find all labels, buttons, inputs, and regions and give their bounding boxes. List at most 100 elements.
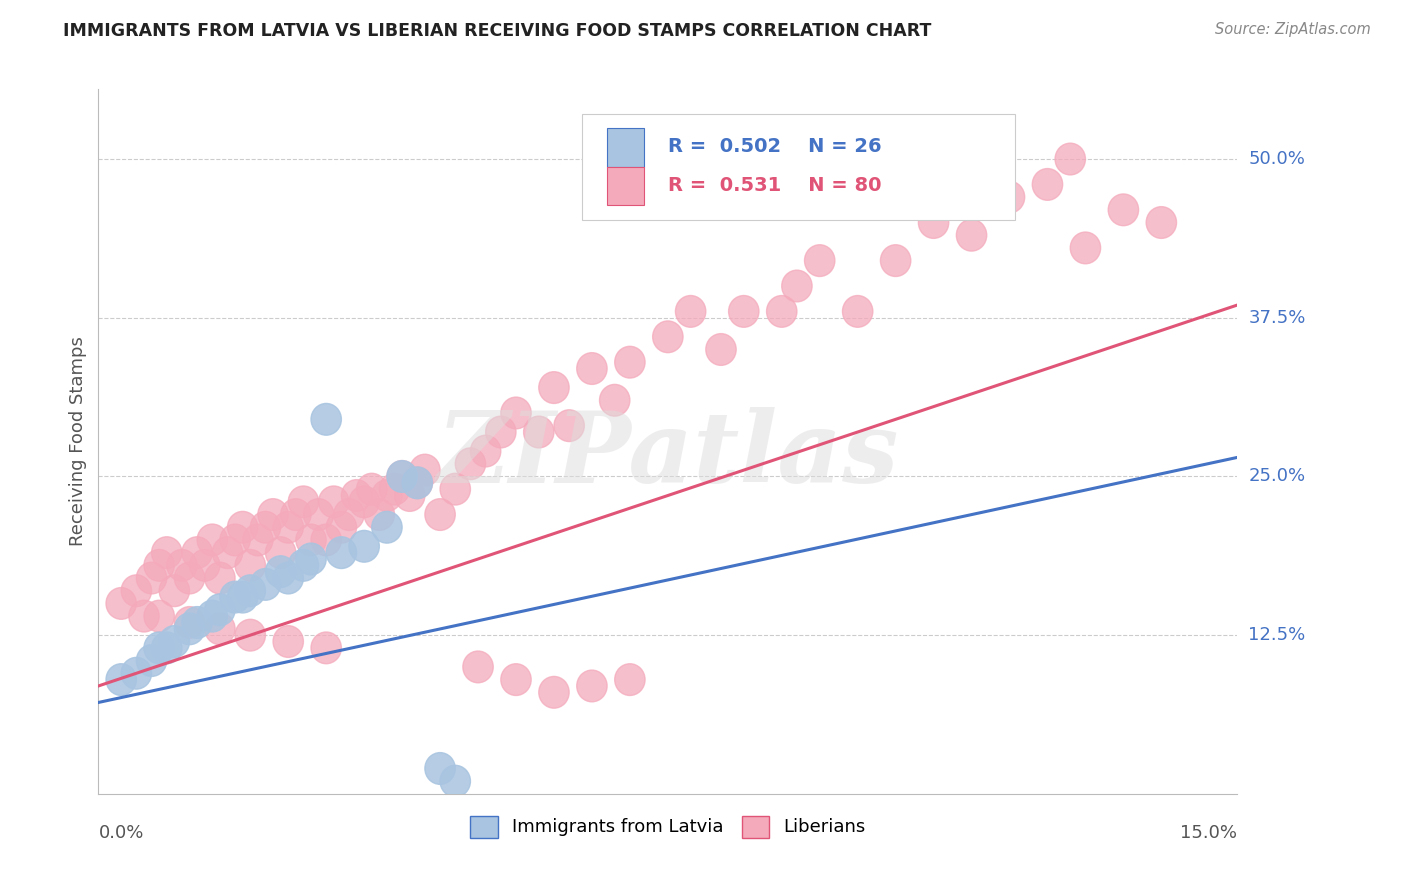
Ellipse shape	[257, 499, 288, 531]
Ellipse shape	[402, 467, 433, 499]
Ellipse shape	[205, 562, 235, 594]
Ellipse shape	[728, 295, 759, 327]
Ellipse shape	[319, 486, 349, 517]
Ellipse shape	[273, 511, 304, 543]
Ellipse shape	[440, 474, 471, 505]
Ellipse shape	[1054, 143, 1085, 175]
Ellipse shape	[181, 537, 212, 568]
Text: ZIPatlas: ZIPatlas	[437, 408, 898, 504]
FancyBboxPatch shape	[607, 128, 644, 167]
Ellipse shape	[235, 574, 266, 607]
Ellipse shape	[652, 321, 683, 352]
Ellipse shape	[956, 219, 987, 251]
Ellipse shape	[266, 556, 295, 588]
Ellipse shape	[357, 474, 387, 505]
Ellipse shape	[273, 625, 304, 657]
Ellipse shape	[121, 657, 152, 690]
Ellipse shape	[311, 524, 342, 556]
Ellipse shape	[174, 613, 205, 645]
Ellipse shape	[1032, 169, 1063, 201]
Ellipse shape	[880, 244, 911, 277]
Ellipse shape	[523, 417, 554, 448]
Ellipse shape	[288, 549, 319, 582]
Ellipse shape	[409, 454, 440, 486]
Text: 0.0%: 0.0%	[98, 824, 143, 842]
Ellipse shape	[181, 607, 212, 639]
Text: 25.0%: 25.0%	[1249, 467, 1306, 485]
Ellipse shape	[456, 448, 485, 480]
Ellipse shape	[129, 600, 159, 632]
Ellipse shape	[250, 511, 281, 543]
Ellipse shape	[159, 574, 190, 607]
Ellipse shape	[205, 594, 235, 625]
Ellipse shape	[174, 562, 205, 594]
Ellipse shape	[174, 607, 205, 639]
Ellipse shape	[804, 244, 835, 277]
Ellipse shape	[614, 346, 645, 378]
Ellipse shape	[228, 582, 257, 613]
Ellipse shape	[463, 651, 494, 682]
Text: 37.5%: 37.5%	[1249, 309, 1306, 326]
Legend: Immigrants from Latvia, Liberians: Immigrants from Latvia, Liberians	[463, 808, 873, 845]
Ellipse shape	[243, 524, 273, 556]
Ellipse shape	[326, 511, 357, 543]
Ellipse shape	[576, 352, 607, 384]
Ellipse shape	[152, 537, 181, 568]
Ellipse shape	[994, 181, 1025, 213]
Ellipse shape	[190, 549, 219, 582]
Ellipse shape	[371, 480, 402, 511]
Text: R =  0.502    N = 26: R = 0.502 N = 26	[668, 137, 882, 156]
Ellipse shape	[402, 467, 433, 499]
Ellipse shape	[235, 619, 266, 651]
Ellipse shape	[395, 480, 425, 511]
Ellipse shape	[425, 499, 456, 531]
Ellipse shape	[380, 474, 409, 505]
Ellipse shape	[485, 417, 516, 448]
Ellipse shape	[250, 568, 281, 600]
Ellipse shape	[212, 537, 243, 568]
Ellipse shape	[295, 524, 326, 556]
FancyBboxPatch shape	[607, 167, 644, 205]
Ellipse shape	[143, 600, 174, 632]
Ellipse shape	[121, 574, 152, 607]
Text: IMMIGRANTS FROM LATVIA VS LIBERIAN RECEIVING FOOD STAMPS CORRELATION CHART: IMMIGRANTS FROM LATVIA VS LIBERIAN RECEI…	[63, 22, 932, 40]
Ellipse shape	[311, 403, 342, 435]
Ellipse shape	[219, 582, 250, 613]
Ellipse shape	[273, 562, 304, 594]
Ellipse shape	[197, 600, 228, 632]
Ellipse shape	[349, 531, 380, 562]
Text: 12.5%: 12.5%	[1249, 626, 1306, 644]
Ellipse shape	[364, 499, 395, 531]
Ellipse shape	[197, 524, 228, 556]
Ellipse shape	[387, 460, 418, 492]
Ellipse shape	[387, 460, 418, 492]
Ellipse shape	[105, 664, 136, 696]
Text: 50.0%: 50.0%	[1249, 150, 1305, 168]
Ellipse shape	[326, 537, 357, 568]
Ellipse shape	[425, 753, 456, 784]
Text: R =  0.531    N = 80: R = 0.531 N = 80	[668, 177, 882, 195]
Ellipse shape	[295, 543, 326, 574]
Ellipse shape	[501, 664, 531, 696]
Ellipse shape	[1108, 194, 1139, 226]
Ellipse shape	[842, 295, 873, 327]
Ellipse shape	[675, 295, 706, 327]
Ellipse shape	[706, 334, 737, 366]
Ellipse shape	[471, 435, 501, 467]
Ellipse shape	[266, 537, 295, 568]
Ellipse shape	[136, 645, 167, 676]
Text: Source: ZipAtlas.com: Source: ZipAtlas.com	[1215, 22, 1371, 37]
Ellipse shape	[440, 765, 471, 797]
Ellipse shape	[371, 511, 402, 543]
Ellipse shape	[554, 409, 585, 442]
Ellipse shape	[235, 549, 266, 582]
Ellipse shape	[599, 384, 630, 417]
Ellipse shape	[281, 499, 311, 531]
Ellipse shape	[349, 486, 380, 517]
Ellipse shape	[782, 270, 813, 301]
Ellipse shape	[501, 397, 531, 429]
Ellipse shape	[538, 676, 569, 708]
Ellipse shape	[136, 562, 167, 594]
Ellipse shape	[1146, 207, 1177, 238]
Ellipse shape	[152, 632, 181, 664]
